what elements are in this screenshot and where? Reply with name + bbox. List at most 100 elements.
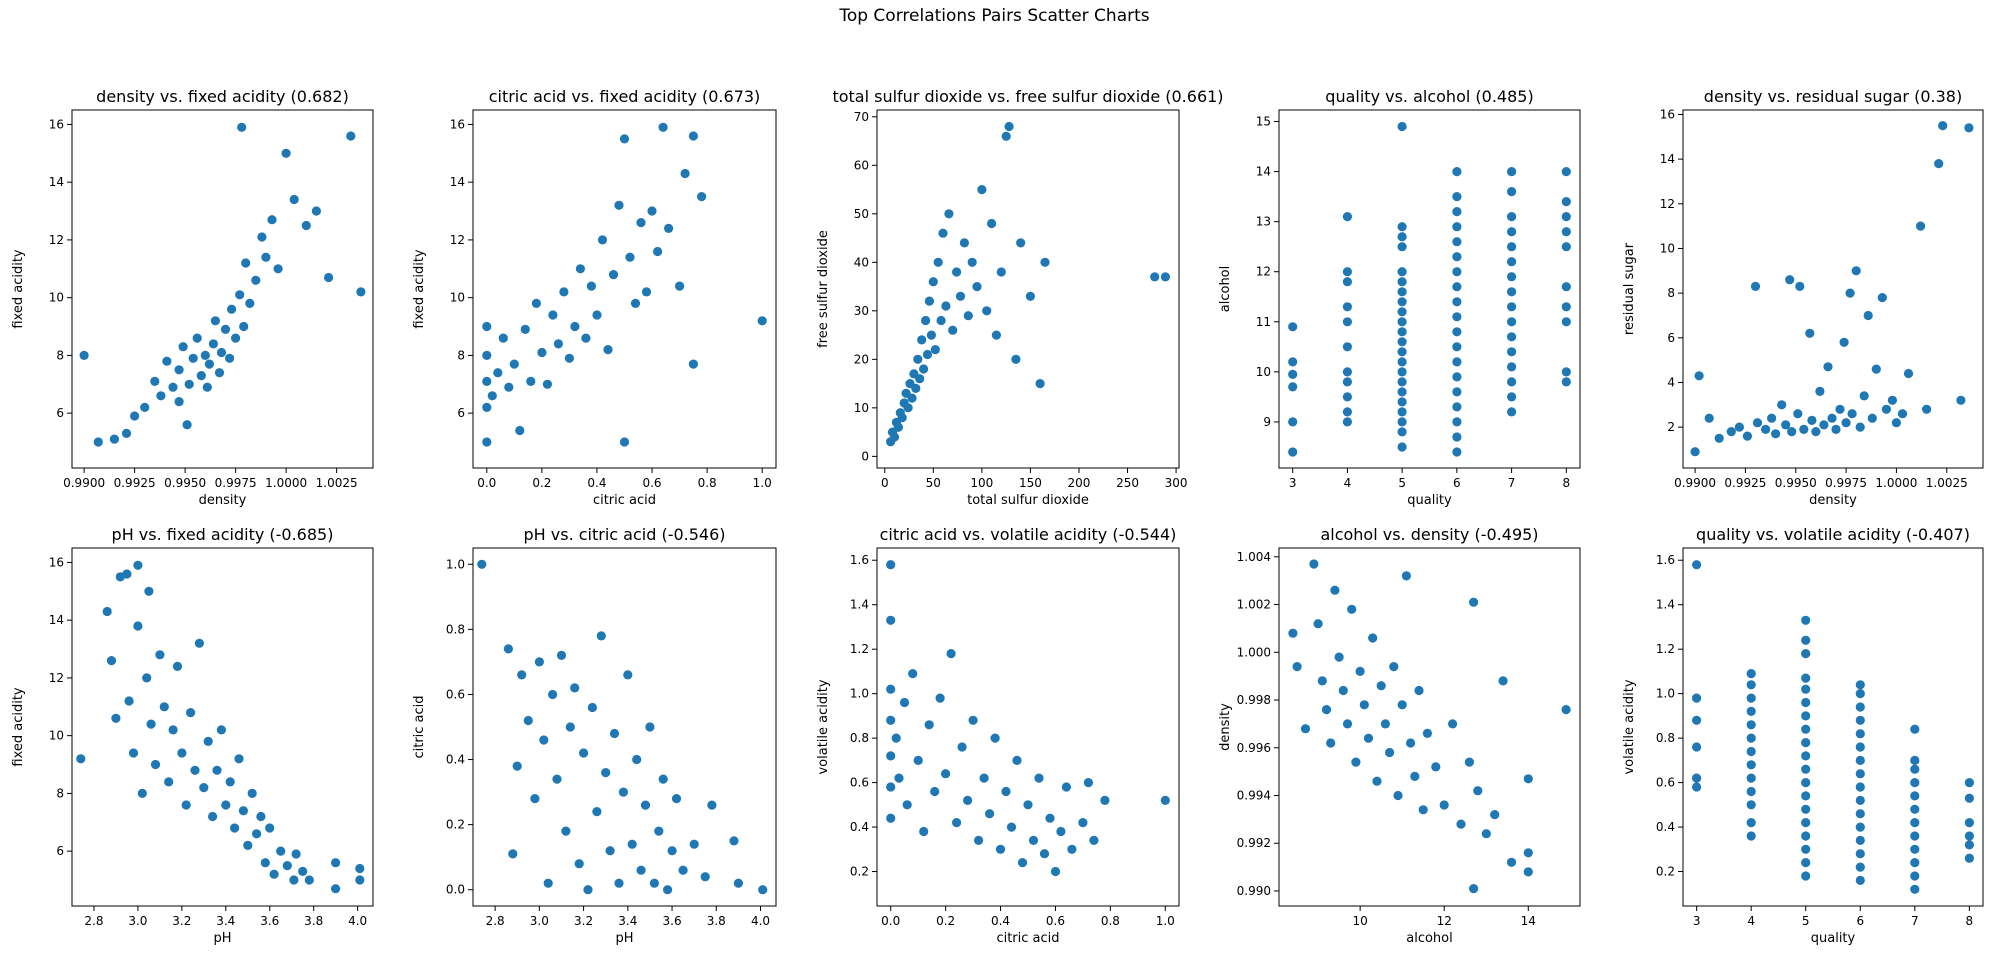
data-point (208, 339, 218, 349)
data-point (1150, 272, 1160, 282)
data-point (133, 621, 143, 631)
y-tick-label: 10 (49, 291, 64, 305)
data-point (886, 560, 896, 570)
data-point (1397, 267, 1407, 277)
data-point (1473, 786, 1483, 796)
x-axis-label: density (199, 493, 247, 508)
data-point (1801, 764, 1811, 774)
data-point (1523, 774, 1533, 784)
data-point (346, 131, 356, 141)
x-tick-label: 0.9925 (114, 476, 156, 490)
data-point (574, 859, 584, 869)
data-point (1452, 447, 1462, 457)
data-point (1418, 805, 1428, 815)
data-point (1910, 844, 1920, 854)
data-point (1288, 447, 1298, 457)
data-point (891, 733, 901, 743)
data-point (1397, 317, 1407, 327)
x-tick-label: 3.6 (663, 914, 682, 928)
data-point (133, 560, 143, 570)
data-point (221, 800, 231, 810)
data-point (1746, 800, 1756, 810)
data-point (968, 715, 978, 725)
data-point (1855, 729, 1865, 739)
data-point (1351, 757, 1361, 767)
data-point (291, 849, 301, 859)
chart-title: pH vs. fixed acidity (-0.685) (112, 525, 334, 544)
data-point (1714, 433, 1724, 443)
data-point (548, 310, 558, 320)
y-tick-label: 10 (49, 729, 64, 743)
data-point (1452, 357, 1462, 367)
x-tick-label: 4.0 (348, 914, 367, 928)
data-point (1910, 884, 1920, 894)
data-point (1847, 409, 1857, 419)
data-point (1452, 417, 1462, 427)
data-point (1746, 669, 1756, 679)
data-point (539, 735, 549, 745)
data-point (256, 811, 266, 822)
x-tick-label: 3.0 (128, 914, 147, 928)
data-point (729, 836, 739, 846)
x-axis-label: pH (213, 931, 231, 946)
data-point (1859, 391, 1869, 401)
data-point (174, 365, 184, 375)
axes-frame (876, 547, 1180, 907)
data-point (238, 806, 248, 816)
data-point (150, 759, 161, 770)
y-tick-label: 1.0 (850, 687, 869, 701)
data-point (903, 403, 913, 413)
data-point (935, 693, 945, 703)
data-point (1469, 597, 1479, 607)
x-tick-label: 8 (1562, 476, 1570, 490)
x-tick-label: 4.0 (751, 914, 770, 928)
data-point (1100, 795, 1110, 806)
data-point (886, 615, 896, 625)
y-tick-label: 0.8 (1656, 731, 1675, 745)
data-point (654, 826, 664, 836)
data-point (1006, 822, 1017, 832)
data-point (128, 748, 139, 758)
axes-frame (1278, 547, 1581, 907)
points-layer (477, 559, 768, 895)
x-tick-label: 0.9950 (164, 476, 206, 490)
data-point (1964, 818, 1974, 828)
data-point (1397, 357, 1407, 367)
data-point (1342, 719, 1353, 729)
chart-title: density vs. fixed acidity (0.682) (96, 87, 349, 106)
x-tick-label: 0.4 (587, 476, 606, 490)
data-point (1964, 123, 1974, 133)
data-point (200, 350, 210, 360)
y-tick-label: 12 (450, 233, 465, 247)
y-tick-label: 1.4 (850, 598, 869, 612)
data-point (1561, 377, 1571, 387)
data-point (1561, 705, 1571, 715)
data-point (168, 725, 178, 735)
data-point (1342, 302, 1352, 312)
data-point (530, 794, 540, 804)
data-point (1452, 342, 1462, 352)
data-point (1746, 773, 1756, 783)
y-tick-label: 9 (1263, 415, 1271, 429)
data-point (1811, 427, 1821, 437)
data-point (1452, 387, 1462, 397)
data-point (609, 728, 620, 739)
x-tick-label: 0.2 (936, 914, 955, 928)
data-point (955, 291, 966, 301)
y-tick-label: 12 (1660, 197, 1675, 211)
data-point (196, 371, 206, 381)
data-point (1910, 804, 1920, 814)
data-point (897, 413, 907, 423)
points-layer (482, 122, 767, 447)
x-tick-label: 1.0025 (316, 476, 358, 490)
data-point (245, 298, 255, 308)
data-point (1752, 418, 1763, 428)
data-point (144, 586, 154, 596)
data-point (1317, 676, 1327, 686)
data-point (1801, 844, 1811, 854)
data-point (1801, 778, 1811, 788)
data-point (1507, 272, 1517, 282)
data-point (1561, 317, 1571, 327)
data-point (1867, 413, 1877, 423)
data-point (907, 393, 917, 403)
